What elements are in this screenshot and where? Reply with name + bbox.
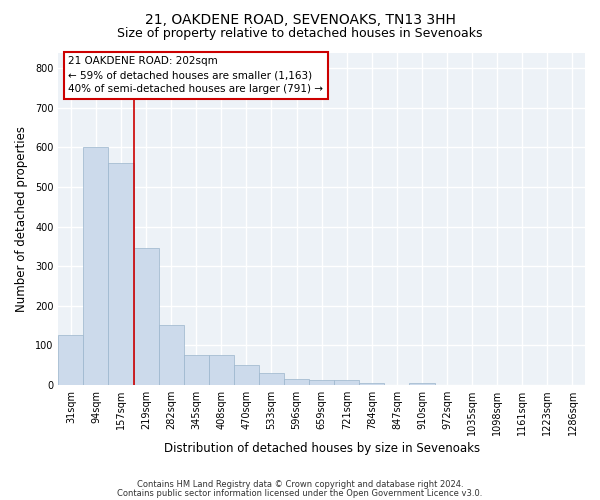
X-axis label: Distribution of detached houses by size in Sevenoaks: Distribution of detached houses by size … (164, 442, 480, 455)
Bar (409, 382, 434, 384)
Bar (334, 380, 359, 384)
Bar (359, 382, 385, 384)
Y-axis label: Number of detached properties: Number of detached properties (15, 126, 28, 312)
Bar (284, 379, 309, 384)
Text: 21, OAKDENE ROAD, SEVENOAKS, TN13 3HH: 21, OAKDENE ROAD, SEVENOAKS, TN13 3HH (145, 12, 455, 26)
Bar (209, 355, 234, 384)
Bar (234, 365, 259, 384)
Bar (134, 248, 158, 384)
Text: Contains public sector information licensed under the Open Government Licence v3: Contains public sector information licen… (118, 488, 482, 498)
Bar (309, 380, 334, 384)
Bar (83, 148, 109, 384)
Bar (109, 163, 134, 384)
Text: Contains HM Land Registry data © Crown copyright and database right 2024.: Contains HM Land Registry data © Crown c… (137, 480, 463, 489)
Bar (259, 373, 284, 384)
Bar (58, 336, 83, 384)
Bar (158, 326, 184, 384)
Bar (184, 355, 209, 384)
Text: 21 OAKDENE ROAD: 202sqm
← 59% of detached houses are smaller (1,163)
40% of semi: 21 OAKDENE ROAD: 202sqm ← 59% of detache… (68, 56, 323, 94)
Text: Size of property relative to detached houses in Sevenoaks: Size of property relative to detached ho… (117, 28, 483, 40)
